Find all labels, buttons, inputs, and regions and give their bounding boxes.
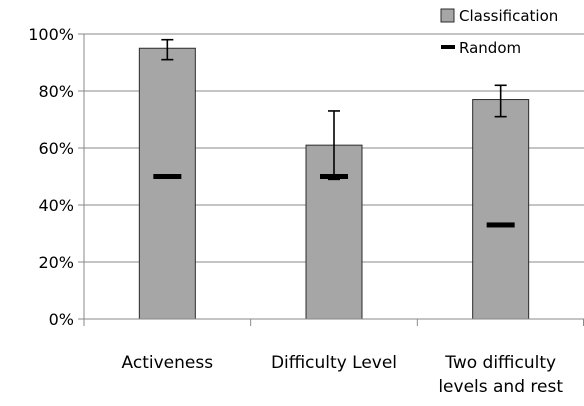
legend-label-classification: Classification — [459, 7, 558, 25]
y-tick-labels: 0% 20% 40% 60% 80% 100% — [28, 25, 74, 329]
y-tick-label: 20% — [38, 253, 74, 272]
bars — [138, 47, 530, 320]
bar-classification — [138, 47, 196, 320]
y-tick-label: 80% — [38, 82, 74, 101]
y-tick-label: 100% — [28, 25, 74, 44]
y-tick-label: 40% — [38, 196, 74, 215]
legend-swatch-classification — [440, 8, 455, 23]
category-label: Activeness — [122, 353, 214, 373]
x-category-labels: Activeness Difficulty Level Two difficulty… — [122, 353, 564, 397]
bar-classification — [472, 99, 530, 320]
category-label: levels and rest — [438, 377, 563, 397]
legend-swatch-random — [441, 45, 455, 49]
category-label: Difficulty Level — [271, 353, 397, 373]
legend-label-random: Random — [459, 39, 521, 57]
random-markers — [153, 174, 515, 228]
axes — [78, 33, 584, 326]
y-tick-label: 60% — [38, 139, 74, 158]
random-marker — [153, 174, 182, 179]
y-tick-label: 0% — [49, 310, 74, 329]
error-bars — [161, 38, 507, 181]
legend: Classification Random — [440, 7, 558, 57]
random-marker — [486, 222, 515, 228]
random-marker — [320, 174, 348, 179]
category-label: Two difficulty — [444, 353, 556, 373]
